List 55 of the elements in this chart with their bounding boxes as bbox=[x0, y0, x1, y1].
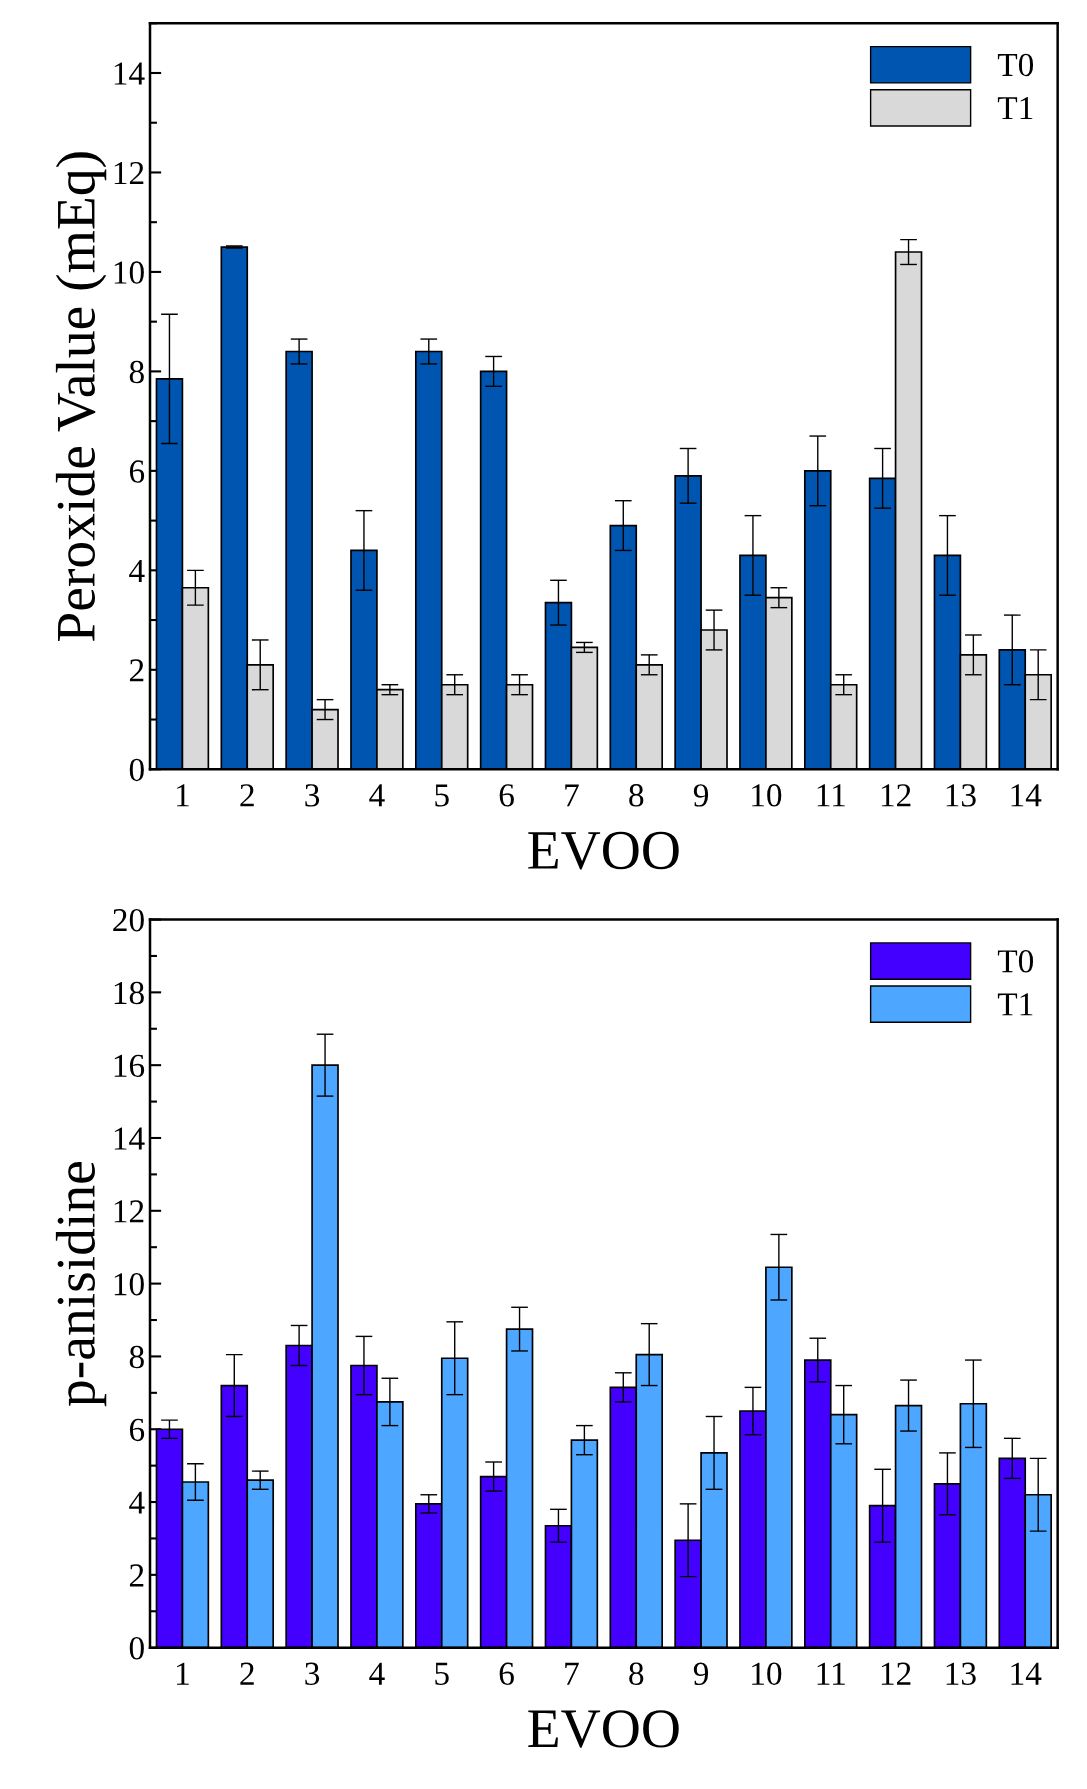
x-tick-label: 9 bbox=[693, 784, 709, 807]
x-tick-label: 8 bbox=[629, 784, 644, 807]
x-tick-label: 1 bbox=[177, 1662, 189, 1685]
x-tick-label: 11 bbox=[817, 1662, 845, 1685]
x-tick-label: 2 bbox=[240, 1662, 254, 1685]
x-tick-label: 13 bbox=[946, 1662, 976, 1686]
x-axis-title: EVOO bbox=[528, 831, 679, 870]
x-tick-label: 4 bbox=[369, 784, 385, 807]
y-tick-label: 10 bbox=[114, 261, 144, 284]
y-tick-label: 10 bbox=[114, 1273, 144, 1296]
y-tick-label: 2 bbox=[129, 1564, 144, 1587]
y-tick-label: 8 bbox=[129, 360, 144, 384]
x-tick-label: 3 bbox=[305, 784, 320, 807]
x-tick-label: 11 bbox=[817, 784, 845, 807]
x-tick-label: 9 bbox=[693, 1662, 709, 1686]
y-tick-label: 12 bbox=[114, 161, 144, 185]
legend-label: T1 bbox=[997, 97, 1033, 120]
y-axis-title: Peroxide Value (mEq) bbox=[55, 152, 107, 642]
legend-label: T0 bbox=[997, 53, 1034, 77]
y-tick-label: 6 bbox=[129, 460, 145, 483]
x-tick-label: 4 bbox=[369, 1662, 385, 1685]
x-tick-label: 12 bbox=[881, 784, 911, 807]
y-tick-label: 8 bbox=[129, 1345, 144, 1369]
x-tick-label: 7 bbox=[565, 1662, 579, 1685]
y-tick-label: 4 bbox=[129, 559, 145, 582]
x-axis-title: EVOO bbox=[528, 1710, 679, 1748]
y-tick-label: 18 bbox=[114, 981, 144, 1005]
x-tick-label: 6 bbox=[499, 784, 514, 807]
y-tick-label: 20 bbox=[113, 908, 144, 932]
x-tick-label: 6 bbox=[499, 1662, 514, 1686]
x-tick-label: 7 bbox=[565, 784, 579, 807]
y-tick-label: 0 bbox=[129, 758, 144, 782]
y-axis-title: p-anisidine bbox=[55, 1162, 107, 1407]
x-tick-label: 14 bbox=[1011, 784, 1042, 807]
x-tick-label: 1 bbox=[177, 784, 189, 807]
x-tick-label: 8 bbox=[629, 1662, 644, 1686]
x-tick-label: 14 bbox=[1011, 1662, 1042, 1685]
y-tick-label: 16 bbox=[114, 1054, 145, 1078]
x-tick-label: 13 bbox=[946, 784, 976, 807]
x-tick-label: 3 bbox=[305, 1662, 320, 1686]
x-tick-label: 5 bbox=[435, 784, 449, 807]
y-tick-label: 6 bbox=[129, 1418, 145, 1442]
y-tick-label: 14 bbox=[114, 1127, 145, 1150]
legend-label: T0 bbox=[997, 950, 1034, 973]
x-tick-label: 2 bbox=[240, 784, 254, 807]
y-tick-label: 4 bbox=[129, 1491, 145, 1514]
y-tick-label: 2 bbox=[129, 659, 144, 682]
y-tick-label: 12 bbox=[114, 1200, 144, 1223]
x-tick-label: 10 bbox=[752, 1662, 782, 1686]
y-tick-label: 0 bbox=[129, 1637, 144, 1660]
x-tick-label: 12 bbox=[881, 1662, 911, 1685]
x-tick-label: 5 bbox=[435, 1662, 449, 1686]
x-tick-label: 10 bbox=[752, 784, 782, 807]
y-tick-label: 14 bbox=[114, 62, 145, 85]
legend-label: T1 bbox=[997, 993, 1033, 1016]
